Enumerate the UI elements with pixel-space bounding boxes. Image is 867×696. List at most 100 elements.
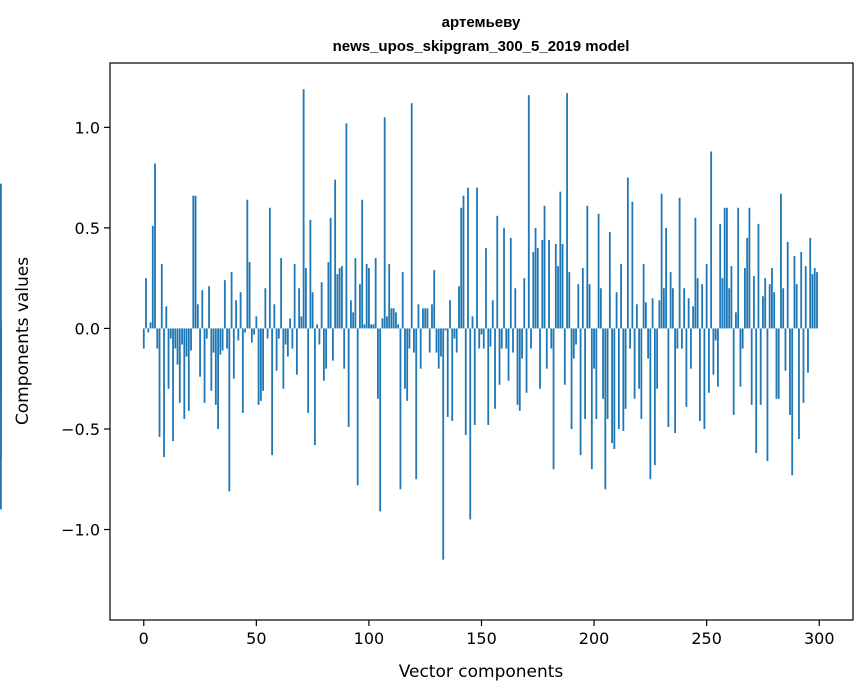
bar-274 xyxy=(759,328,762,405)
bar-136 xyxy=(449,300,451,329)
bar-113 xyxy=(397,324,400,329)
bar-246 xyxy=(696,278,699,329)
bar-168 xyxy=(521,328,523,359)
bar-271 xyxy=(753,276,755,329)
bar-173 xyxy=(532,252,535,329)
bar-38 xyxy=(228,328,231,492)
bar-68 xyxy=(295,328,298,375)
bar-33 xyxy=(217,328,219,429)
bar-140 xyxy=(458,286,460,329)
bar-296 xyxy=(809,237,812,329)
bar-222 xyxy=(642,264,645,329)
bar-52 xyxy=(259,328,262,401)
bar-82 xyxy=(327,262,330,329)
bar-197 xyxy=(586,205,589,329)
bar-73 xyxy=(307,328,310,413)
bar-84 xyxy=(332,328,334,361)
bar-221 xyxy=(640,328,643,419)
bar-137 xyxy=(451,328,454,421)
bar-99 xyxy=(365,264,368,329)
bar-233 xyxy=(667,328,670,427)
bar-22 xyxy=(192,195,195,329)
bar-146 xyxy=(471,316,474,329)
bar-35 xyxy=(221,328,224,351)
bar-114 xyxy=(399,328,402,490)
bar-244 xyxy=(692,306,695,329)
bar-283 xyxy=(780,193,782,329)
bar-135 xyxy=(446,328,449,417)
bar-125 xyxy=(424,308,427,329)
bar-51 xyxy=(257,328,260,405)
bar-210 xyxy=(615,292,618,329)
bar-299 xyxy=(816,272,818,329)
bar-175 xyxy=(536,248,539,329)
bar-174 xyxy=(534,227,537,329)
bar-297 xyxy=(811,274,814,329)
bar-294 xyxy=(804,266,807,329)
bar-195 xyxy=(581,268,584,329)
bar-19 xyxy=(185,328,188,357)
bar-92 xyxy=(350,300,352,329)
bar-256 xyxy=(719,223,722,329)
bar-255 xyxy=(717,328,719,387)
bar-245 xyxy=(694,217,697,329)
bar-139 xyxy=(455,328,458,353)
bar-128 xyxy=(431,304,433,329)
bar-72 xyxy=(304,268,307,329)
bar-267 xyxy=(744,268,746,329)
bar-257 xyxy=(721,278,724,329)
bar-112 xyxy=(395,312,397,329)
bar-148 xyxy=(476,187,478,329)
bar-undefined xyxy=(0,183,2,329)
bar-36 xyxy=(223,280,226,329)
bar-238 xyxy=(678,197,681,329)
bar-288 xyxy=(791,328,794,476)
bar-227 xyxy=(653,328,656,466)
bar-225 xyxy=(649,328,652,480)
bar-253 xyxy=(712,328,715,375)
bar-241 xyxy=(685,328,688,407)
bar-108 xyxy=(386,316,388,329)
x-axis-ticks: 0 50 100 150 200 250 300 xyxy=(139,620,835,648)
bar-284 xyxy=(782,288,785,329)
bar-14 xyxy=(174,328,177,349)
bar-100 xyxy=(368,268,370,329)
bar-28 xyxy=(205,328,208,339)
bar-275 xyxy=(762,296,764,329)
bar-116 xyxy=(404,328,406,389)
bar-57 xyxy=(271,328,274,456)
bar-171 xyxy=(527,95,530,329)
bar-281 xyxy=(775,328,778,399)
bar-undefined xyxy=(0,328,2,349)
bar-2 xyxy=(147,328,150,333)
bar-208 xyxy=(611,328,613,444)
x-tick-label: 150 xyxy=(466,629,497,648)
bar-115 xyxy=(401,272,404,329)
bar-6 xyxy=(156,328,159,349)
bar-16 xyxy=(178,328,181,403)
bar-26 xyxy=(201,290,204,329)
bar-61 xyxy=(280,258,283,329)
bar-44 xyxy=(241,328,244,413)
bar-177 xyxy=(541,239,544,329)
bar-172 xyxy=(530,328,532,349)
bar-269 xyxy=(748,207,751,329)
bar-166 xyxy=(516,328,519,405)
bar-213 xyxy=(622,328,625,431)
bar-102 xyxy=(372,324,375,329)
bar-236 xyxy=(674,328,677,433)
bar-88 xyxy=(341,266,343,329)
x-tick-label: 250 xyxy=(691,629,722,648)
bar-223 xyxy=(644,302,647,329)
bar-218 xyxy=(633,328,636,399)
bar-60 xyxy=(277,328,280,339)
bar-25 xyxy=(199,328,201,377)
bar-43 xyxy=(239,292,242,329)
bar-290 xyxy=(795,284,798,329)
bar-129 xyxy=(433,270,436,329)
bar-212 xyxy=(620,264,622,329)
bar-8 xyxy=(160,264,163,329)
bar-160 xyxy=(503,227,505,329)
bar-70 xyxy=(300,316,303,329)
bar-278 xyxy=(768,284,771,329)
